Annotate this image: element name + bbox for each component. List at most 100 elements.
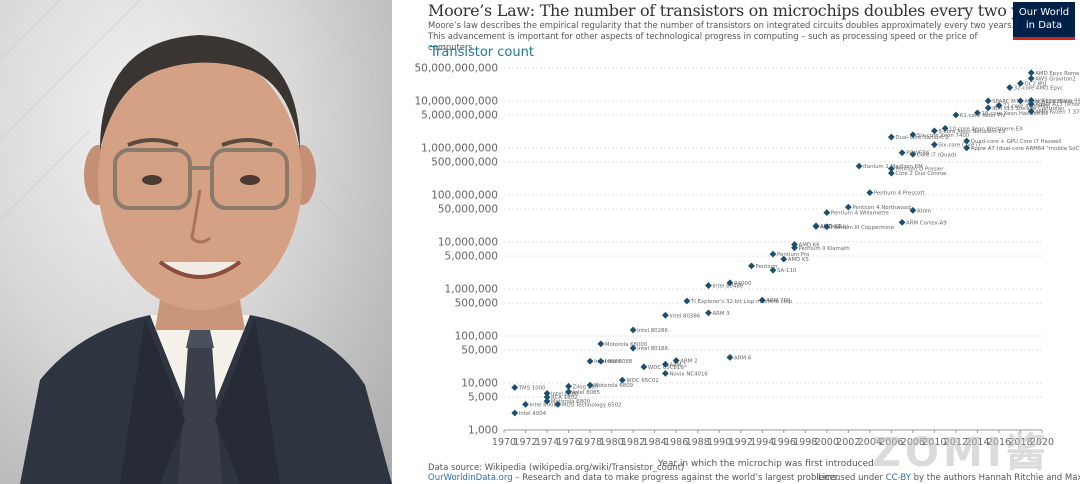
x-axis-title: Year in which the microchip was first in… xyxy=(658,459,874,469)
data-point-label: SA-110 xyxy=(777,268,797,274)
data-point-label: 10-core Xeon Westmere-EX xyxy=(949,126,1023,132)
data-point[interactable]: R4000 xyxy=(726,279,752,287)
data-point[interactable]: Itanium 2 Madison 6M xyxy=(855,162,923,170)
data-point[interactable]: Intel 8080 xyxy=(543,390,579,397)
data-point[interactable]: Motorola 6809 xyxy=(586,381,634,389)
data-point[interactable]: ARM Cortex-A9 xyxy=(898,219,948,226)
x-tick-label: 1978 xyxy=(578,437,602,448)
data-point[interactable]: Apple A13 (iPhone 11 Pro) xyxy=(1027,100,1080,108)
data-point-label: Six-core Core i7 xyxy=(938,143,981,149)
x-tick-label: 1984 xyxy=(643,437,667,448)
x-tick-label: 1986 xyxy=(664,437,688,448)
data-point[interactable]: Intel 8086 xyxy=(586,357,622,365)
data-point-label: ARM Cortex-A9 xyxy=(906,220,947,226)
data-point[interactable]: Core i7 (Quad) xyxy=(909,150,956,158)
data-point[interactable]: AWS Graviton2 xyxy=(1027,75,1076,82)
data-point-marker xyxy=(984,97,992,105)
y-tick-label: 50,000 xyxy=(461,345,498,357)
license-link[interactable]: CC-BY xyxy=(885,473,911,483)
data-point-marker xyxy=(662,311,669,319)
data-point[interactable]: Apple A7 (dual-core ARM64 "mobile SoC") xyxy=(963,144,1080,152)
site-link[interactable]: OurWorldinData.org xyxy=(428,473,513,483)
data-point[interactable]: MOS Technology 6502 xyxy=(554,400,621,408)
data-point-marker xyxy=(898,149,906,157)
data-point[interactable]: Pentium III Coppermine xyxy=(823,223,895,231)
portrait-illustration xyxy=(0,0,392,484)
data-point[interactable]: ARM 3 xyxy=(705,309,730,317)
data-point[interactable]: ARM 2 xyxy=(672,357,698,365)
data-point-label: Six-core Xeon 7400 xyxy=(917,133,970,139)
our-world-in-data-logo[interactable]: Our World in Data xyxy=(1013,2,1075,40)
data-point[interactable]: Intel 8008 xyxy=(522,401,557,408)
data-point-label: ARM 6 xyxy=(734,355,752,361)
data-point[interactable]: Zilog Z80 xyxy=(565,382,599,390)
data-point[interactable]: AMD Epyc Rome xyxy=(1027,69,1080,77)
data-point[interactable]: Intel 8088 xyxy=(597,357,633,365)
data-point-marker xyxy=(511,409,519,417)
x-tick-label: 1996 xyxy=(772,437,796,448)
x-tick-label: 1976 xyxy=(556,437,580,448)
data-point[interactable]: Apple A12X Bionic xyxy=(1017,97,1074,105)
data-point[interactable]: Core 2 Duo Conroe xyxy=(887,169,947,177)
y-tick-label: 500,000 xyxy=(455,298,498,310)
data-point[interactable]: POWER6 xyxy=(898,149,930,157)
data-point[interactable]: SA-110 xyxy=(769,266,797,274)
data-point[interactable]: Intel 4004 xyxy=(511,409,547,417)
data-point[interactable]: Pentium 4 Prescott xyxy=(866,189,925,197)
y-axis: 1,000 5,000 10,000 50,000 100,000 500,000 1,00… xyxy=(415,63,499,437)
data-point[interactable]: TMS 1000 xyxy=(511,384,546,392)
data-point-label: Motorola 68000 xyxy=(605,342,648,348)
x-tick-label: 1990 xyxy=(707,437,731,448)
moores-law-chart: Moore’s Law: The number of transistors o… xyxy=(392,0,1080,484)
data-point-label: Intel 8086 xyxy=(594,359,622,365)
data-point[interactable]: 61-core Xeon Phi xyxy=(952,111,1006,119)
data-point-label: AMD K6-III xyxy=(820,224,848,230)
x-tick-label: 1994 xyxy=(750,437,774,448)
license-suffix: by the authors Hannah Ritchie and Max Ro… xyxy=(913,473,1080,483)
data-point[interactable]: ARM 1 xyxy=(662,360,687,368)
data-point[interactable]: Novix NC4016 xyxy=(662,369,708,377)
x-tick-label: 2014 xyxy=(965,437,989,448)
data-point-label: Intel 8080 xyxy=(551,391,579,397)
data-point[interactable]: Quad-core + GPU Core i7 Haswell xyxy=(963,137,1061,145)
x-tick-label: 1972 xyxy=(513,437,537,448)
data-point-marker xyxy=(887,133,895,141)
data-point[interactable]: Motorola 6800 xyxy=(543,397,591,405)
x-tick-label: 1998 xyxy=(793,437,817,448)
data-point-label: Core i7 (Quad) xyxy=(917,152,956,158)
data-point-label: Atom xyxy=(917,208,931,214)
data-source-note: Data source: Wikipedia (wikipedia.org/wi… xyxy=(428,463,685,473)
y-tick-label: 5,000 xyxy=(468,392,498,404)
data-point-label: Intel 80186 xyxy=(637,346,668,352)
data-point[interactable]: AMD Ryzen 7 3700X xyxy=(1027,107,1080,115)
data-point[interactable]: 10-core Xeon Westmere-EX xyxy=(941,124,1023,132)
data-point-marker xyxy=(1017,97,1024,105)
data-point[interactable]: Intel 80286 xyxy=(629,326,669,334)
data-point[interactable]: Pentium Pro xyxy=(769,250,810,258)
data-point-label: Intel 80286 xyxy=(637,328,668,334)
data-point[interactable]: AMD K7 xyxy=(812,222,842,230)
chart-title: Moore’s Law: The number of transistors o… xyxy=(428,1,1054,20)
data-point-marker xyxy=(866,189,874,196)
data-point[interactable]: Atom xyxy=(909,206,931,214)
data-point-label: AMD Epyc Rome xyxy=(1035,71,1080,77)
mission-text: – Research and data to make progress aga… xyxy=(512,473,840,483)
data-point-marker xyxy=(597,340,605,348)
data-point[interactable]: Pentium 4 Northwood xyxy=(844,203,911,211)
data-point-marker xyxy=(705,282,712,289)
y-tick-label: 100,000 xyxy=(455,330,498,342)
data-point-marker xyxy=(898,219,906,226)
data-point[interactable]: ARM 6 xyxy=(726,354,752,361)
data-point[interactable]: 8-core Xeon Nehalem-EX xyxy=(931,127,1006,135)
y-tick-label: 1,000,000 xyxy=(445,283,498,295)
data-point-label: Novix NC4016 xyxy=(669,371,708,377)
data-point[interactable]: SPARC M7 xyxy=(984,97,1019,105)
data-point-marker xyxy=(812,222,820,230)
data-point[interactable]: AMD K5 xyxy=(780,255,809,263)
data-point[interactable]: Intel 80386 xyxy=(662,311,701,319)
data-point-label: Motorola 6800 xyxy=(551,399,591,405)
data-point[interactable]: Motorola 68000 xyxy=(597,340,648,348)
data-point[interactable]: Pentium II Klamath xyxy=(791,244,850,252)
data-point-marker xyxy=(662,369,669,377)
